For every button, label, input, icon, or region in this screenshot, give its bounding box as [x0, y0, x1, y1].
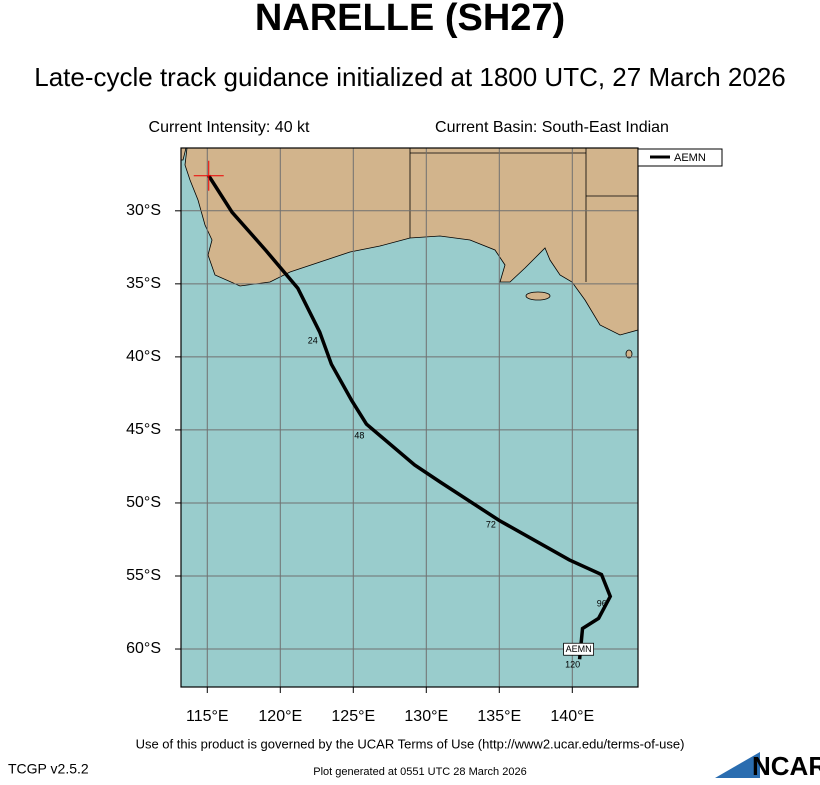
y-tick-label: 50°S: [126, 494, 161, 511]
x-tick-label: 135°E: [477, 708, 521, 725]
intensity: Current Intensity: 40 kt: [149, 119, 311, 136]
basin: Current Basin: South-East Indian: [435, 119, 669, 136]
forecast-hour: 120: [565, 660, 580, 670]
subtitle: Late-cycle track guidance initialized at…: [34, 62, 786, 92]
forecast-hour: 72: [486, 519, 496, 529]
logo: NCAR: [752, 751, 820, 780]
version: TCGP v2.5.2: [8, 761, 89, 777]
y-tick-label: 55°S: [126, 567, 161, 584]
y-tick-label: 35°S: [126, 275, 161, 292]
legend: [637, 148, 723, 167]
title: NARELLE (SH27): [255, 0, 565, 39]
end-label: AEMN: [566, 644, 592, 654]
start-marker: [193, 160, 224, 191]
footer: Use of this product is governed by the U…: [136, 736, 685, 751]
x-tick-label: 140°E: [550, 708, 594, 725]
y-tick-label: 45°S: [126, 421, 161, 438]
land: [181, 148, 638, 359]
track: [207, 174, 613, 660]
end-label-box: [563, 642, 594, 656]
forecast-hour: 96: [597, 598, 607, 608]
x-tick-label: 115°E: [186, 708, 229, 725]
y-tick-label: 30°S: [126, 202, 161, 219]
forecast-hour: 24: [308, 335, 318, 345]
x-tick-label: 130°E: [404, 708, 448, 725]
generated: Plot generated at 0551 UTC 28 March 2026: [313, 766, 526, 778]
x-tick-label: 125°E: [331, 708, 375, 725]
logo-mark: [715, 752, 760, 778]
y-tick-label: 40°S: [126, 348, 161, 365]
y-tick-label: 60°S: [126, 640, 161, 657]
x-tick-label: 120°E: [258, 708, 302, 725]
forecast-hour: 48: [354, 430, 364, 440]
legend-label: AEMN: [674, 152, 706, 164]
frame: [180, 147, 639, 688]
